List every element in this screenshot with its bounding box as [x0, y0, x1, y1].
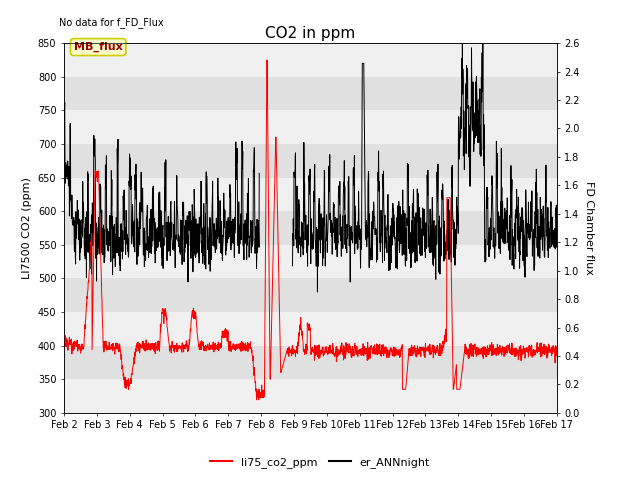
Bar [64, 312, 557, 346]
Bar [64, 43, 557, 77]
Bar [64, 178, 557, 211]
Bar [64, 245, 557, 278]
Bar [64, 278, 557, 312]
Y-axis label: LI7500 CO2 (ppm): LI7500 CO2 (ppm) [22, 177, 32, 279]
Bar [64, 211, 557, 245]
Bar [64, 110, 557, 144]
Bar [64, 77, 557, 110]
Bar [64, 346, 557, 379]
Text: MB_flux: MB_flux [74, 42, 123, 52]
Bar [64, 144, 557, 178]
Title: CO2 in ppm: CO2 in ppm [265, 25, 356, 41]
Text: No data for f_FD_Flux: No data for f_FD_Flux [59, 17, 164, 28]
Bar [64, 379, 557, 413]
Legend: li75_co2_ppm, er_ANNnight: li75_co2_ppm, er_ANNnight [205, 452, 435, 472]
Y-axis label: FD Chamber flux: FD Chamber flux [584, 181, 594, 275]
